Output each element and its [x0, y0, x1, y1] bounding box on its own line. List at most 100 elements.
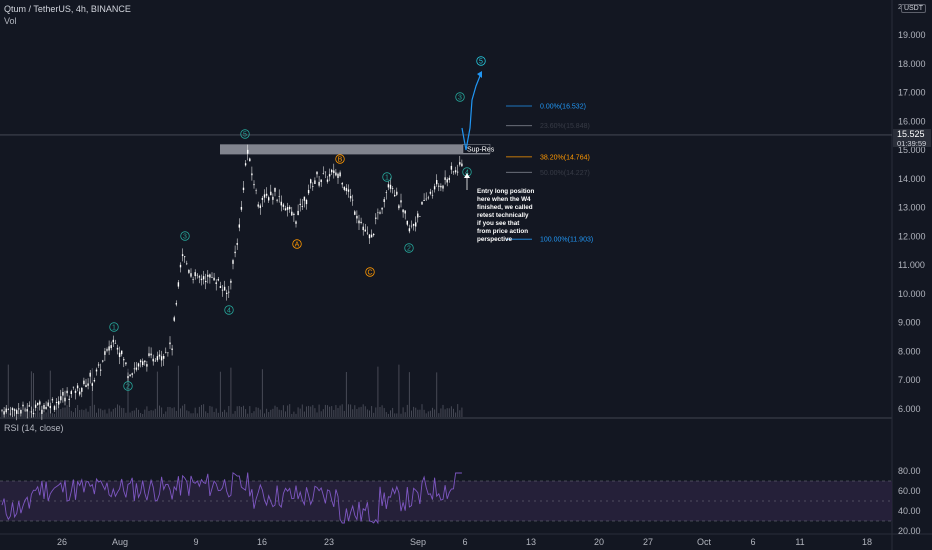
volume-bar [282, 405, 284, 417]
volume-bar [356, 409, 358, 417]
entry-note-line: finished, we called [477, 204, 533, 211]
candle-body [95, 369, 98, 372]
countdown-value: 01:39:59 [897, 139, 926, 148]
candle-body [114, 343, 117, 344]
candle-body [324, 171, 327, 173]
volume-bar [100, 408, 102, 417]
candle-body [259, 205, 261, 208]
time-tick-label: 20 [594, 537, 604, 547]
candle-body [375, 217, 377, 219]
candle-body [326, 179, 329, 182]
candle-body [223, 286, 226, 291]
candle-body [400, 200, 402, 203]
candle-body [452, 171, 455, 173]
volume-bar [190, 413, 192, 417]
support-resistance-zone[interactable] [220, 144, 490, 155]
price-axis[interactable]: 19.000 18.000 17.000 16.000 15.000 14.000 13.0… [898, 30, 926, 414]
candle-body [72, 386, 75, 388]
volume-bar [369, 410, 370, 417]
candle-body [356, 215, 358, 219]
volume-bar [198, 406, 200, 417]
projection-arrow[interactable] [461, 75, 481, 151]
time-axis[interactable]: 26 Aug 9 16 23 Sep 6 13 20 27 Oct 6 11 18 [57, 537, 872, 547]
candle-body [278, 196, 280, 197]
volume-bar [268, 412, 270, 417]
volume-bar [392, 407, 394, 417]
volume-bar [329, 406, 331, 417]
candle-body [85, 385, 87, 388]
candle-body [62, 391, 64, 396]
sup-res-label-box [462, 144, 491, 154]
fib-level-label: 23.60%(15.848) [540, 123, 590, 130]
volume-bar [228, 406, 230, 417]
time-tick-label: 27 [643, 537, 653, 547]
volume-bar [314, 408, 316, 417]
currency-badge[interactable]: USDT [900, 4, 926, 13]
volume-bar [457, 404, 459, 417]
candle-body [22, 404, 24, 407]
volume-bar [224, 409, 226, 417]
volume-bar [43, 413, 45, 417]
volume-bar [135, 407, 137, 417]
candle-body [314, 180, 316, 185]
candle-body [360, 221, 362, 223]
volume-bar [112, 409, 114, 417]
elliott-wave-labels[interactable]: 1 2 3 4 5 A B C 1 2 3 4 5 [109, 56, 486, 391]
wave-label-circle [224, 305, 234, 315]
volume-bar [234, 411, 236, 417]
rsi-axis[interactable]: 80.00 60.00 40.00 20.00 [898, 466, 921, 536]
wave-label-circle [455, 92, 465, 102]
candle-body [169, 342, 171, 345]
volume-bar [320, 411, 322, 417]
candle-body [312, 186, 314, 187]
volume-bar [49, 370, 51, 417]
volume-bar [324, 404, 326, 417]
candle-body [282, 204, 285, 207]
rsi-tick-label: 60.00 [898, 486, 921, 496]
volume-bar [222, 411, 223, 417]
candle-body [79, 391, 81, 395]
candle-body [385, 192, 387, 193]
candle-body [135, 367, 138, 370]
fibonacci-retracement[interactable]: 0.00%(16.532) 23.60%(15.848) 38.20%(14.764… [506, 104, 593, 244]
volume-bar [299, 408, 301, 417]
candle-body [343, 186, 345, 190]
volume-bar [461, 407, 463, 417]
volume-bar [72, 412, 74, 417]
volume-bar [310, 406, 312, 417]
candle-body [297, 210, 299, 216]
candle-body [91, 383, 93, 386]
volume-bars [1, 364, 463, 417]
time-tick-label: Oct [697, 537, 712, 547]
volume-bar [203, 404, 205, 417]
candle-body [398, 205, 400, 209]
symbol-legend[interactable]: Qtum / TetherUS, 4h, BINANCE [4, 4, 131, 14]
candle-body [154, 360, 156, 362]
candle-body [68, 398, 70, 400]
volume-bar [297, 407, 299, 417]
volume-bar [318, 404, 320, 417]
candle-body [305, 199, 308, 205]
volume-bar [348, 404, 349, 417]
candle-body [11, 408, 14, 411]
wave-label-text: 3 [183, 233, 187, 240]
price-tick-label: 13.000 [898, 203, 926, 213]
volume-bar [238, 406, 240, 417]
volume-bar [385, 412, 387, 417]
candle-body [116, 347, 119, 350]
wave-label-circle [404, 243, 414, 253]
volume-bar [75, 408, 76, 417]
candle-body [9, 413, 12, 415]
candle-body [333, 170, 335, 174]
candle-body [284, 208, 287, 211]
candle-body [55, 401, 58, 404]
volume-legend[interactable]: Vol [4, 16, 17, 26]
volume-bar [303, 411, 305, 417]
time-tick-label: 11 [795, 537, 804, 547]
volume-bar [366, 409, 368, 417]
sup-res-label: Sup-Res [467, 146, 495, 153]
wave-label-circle [240, 129, 250, 139]
candle-body [163, 355, 165, 359]
rsi-legend[interactable]: RSI (14, close) [4, 423, 64, 433]
